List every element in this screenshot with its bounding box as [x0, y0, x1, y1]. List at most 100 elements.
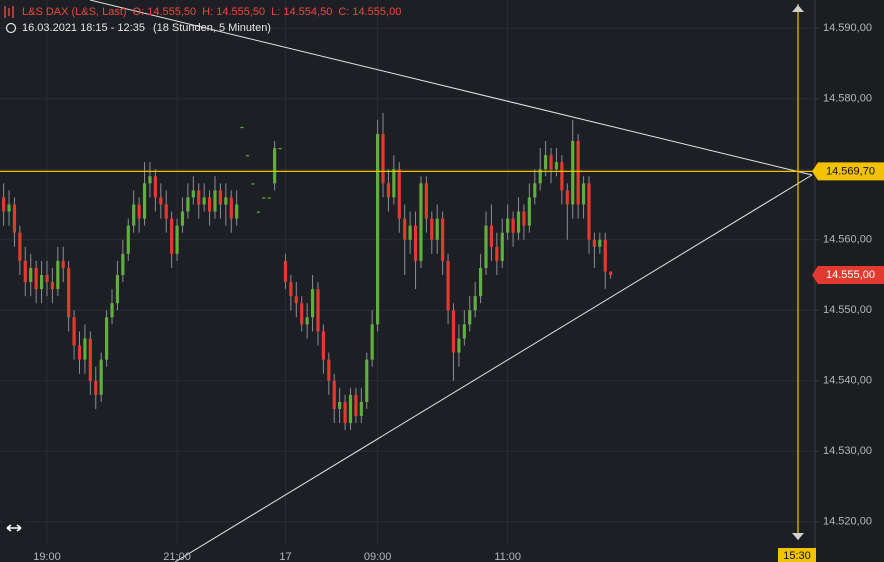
candle-body [381, 133, 385, 184]
candle-body [376, 133, 380, 325]
y-tick-label: 14.560,00 [823, 234, 872, 246]
candle-body [110, 303, 114, 318]
candle-body [365, 359, 369, 402]
candle-body [316, 289, 320, 332]
x-tick-label: 11:00 [494, 551, 521, 562]
candle-body [77, 345, 82, 360]
candle-body [609, 271, 613, 276]
candle-body [435, 218, 439, 240]
candle-body [397, 169, 401, 219]
candle-body [2, 197, 6, 212]
title: L&S DAX (L&S, Last) [22, 6, 127, 18]
candle-body [72, 317, 76, 346]
candle-body [153, 176, 157, 198]
y-tick-label: 14.530,00 [823, 445, 872, 457]
candle-body [300, 303, 304, 325]
candle-body [544, 155, 548, 170]
candle-body [473, 296, 477, 311]
x-tick-label: 21:00 [163, 551, 191, 562]
x-tick-label: 09:00 [364, 551, 392, 562]
price-tag-bg [812, 162, 884, 181]
y-tick-label: 14.590,00 [823, 22, 872, 34]
candle-body [267, 197, 271, 199]
candle-body [207, 197, 212, 212]
pan-button[interactable] [3, 518, 25, 538]
y-tick-label: 14.550,00 [823, 304, 872, 316]
time-tag-label: 15:30 [783, 550, 811, 562]
clock-icon [5, 22, 17, 34]
candle-body [29, 267, 33, 283]
candle-body [159, 197, 163, 205]
candle-body [132, 204, 136, 226]
candle-body [533, 183, 537, 198]
candle-body [83, 338, 87, 360]
candle-body [332, 380, 336, 409]
ohlc-open: O: 14.555,50 [133, 6, 197, 18]
candle-body [283, 260, 288, 283]
candle-body [462, 324, 466, 339]
candle-body [256, 211, 260, 213]
candle-body [310, 289, 315, 318]
candle-body [126, 225, 130, 254]
candle-body [23, 260, 27, 283]
chart-title: L&S DAX (L&S, Last) O: 14.555,50 H: 14.555… [22, 6, 401, 18]
candle-body [468, 310, 472, 325]
grid [0, 0, 819, 545]
candle-body [522, 211, 526, 226]
candle-body [327, 359, 331, 381]
candle-body [197, 190, 201, 205]
candle-body [495, 246, 499, 261]
candle-body [94, 380, 98, 395]
candle-body [240, 126, 244, 129]
candle-body [18, 232, 22, 261]
candle-body [484, 225, 488, 268]
candle-body [262, 197, 266, 199]
candle-body [39, 275, 44, 290]
candle-body [251, 183, 255, 185]
candle-body [430, 218, 434, 240]
chart-icon [4, 6, 14, 18]
candle-body [229, 197, 233, 219]
candle-body [245, 155, 250, 157]
candle-body [202, 197, 206, 205]
candle-body [598, 239, 602, 247]
candle-body [343, 401, 347, 424]
candle-body [164, 204, 168, 219]
candle-body [348, 394, 353, 424]
candle-body [7, 204, 11, 212]
last-price-tag-bg [812, 266, 884, 285]
candle-body [478, 267, 483, 297]
candle-body [408, 225, 412, 240]
candle-body [581, 183, 586, 205]
candle-body [538, 169, 542, 184]
candle-body [359, 401, 363, 417]
candle-body [99, 359, 103, 395]
candle-body [175, 225, 179, 254]
candle-body [115, 275, 120, 304]
candle-body [305, 317, 309, 325]
candle-body [457, 338, 461, 353]
candle-body [142, 183, 147, 219]
candle-body [560, 162, 564, 191]
header: L&S DAX (L&S, Last) O: 14.555,50 H: 14.555… [4, 6, 401, 34]
time-tag-bg [778, 548, 816, 562]
arrow-up-icon [792, 5, 804, 12]
candle-body [56, 260, 60, 290]
candle-body [186, 197, 190, 212]
candle-body [278, 148, 282, 150]
candle-body [354, 394, 358, 417]
candle-body [213, 190, 217, 212]
candle-body [527, 197, 531, 226]
candle-body [419, 183, 423, 261]
candle-body [386, 183, 391, 198]
pan-icon[interactable] [6, 524, 22, 532]
candle-body [61, 260, 65, 268]
y-tick-label: 14.540,00 [823, 375, 872, 387]
candle-body [565, 190, 569, 205]
candle-body [289, 282, 293, 297]
candle-body [273, 148, 277, 184]
x-tick-label: 19:00 [33, 551, 61, 562]
ohlc-close: C: 14.555,00 [338, 6, 401, 18]
candle-body [12, 204, 17, 233]
candle-body [500, 232, 504, 261]
